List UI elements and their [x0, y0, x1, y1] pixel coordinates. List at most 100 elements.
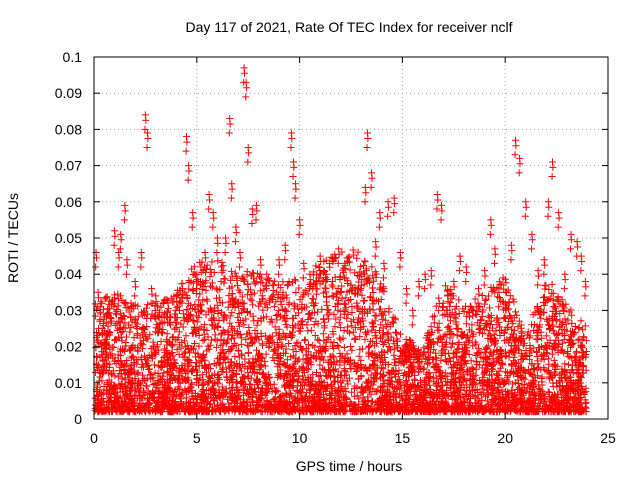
- data-point: [482, 344, 490, 352]
- data-point: [173, 346, 181, 354]
- data-point: [226, 319, 234, 327]
- data-point: [208, 258, 216, 266]
- data-point: [337, 353, 345, 361]
- data-point: [455, 296, 463, 304]
- data-point: [278, 392, 286, 400]
- data-point: [342, 368, 350, 376]
- data-point: [529, 311, 537, 319]
- data-point: [435, 319, 443, 327]
- data-point: [478, 312, 486, 320]
- data-point: [371, 311, 379, 319]
- data-point: [385, 305, 393, 313]
- data-point: [295, 372, 303, 380]
- data-point: [319, 330, 327, 338]
- data-point: [102, 294, 110, 302]
- data-point: [244, 349, 252, 357]
- data-point: [228, 267, 236, 275]
- data-point: [270, 346, 278, 354]
- data-point: [424, 369, 432, 377]
- data-point: [360, 322, 368, 330]
- data-point: [264, 304, 272, 312]
- data-point: [182, 332, 190, 340]
- data-point: [257, 274, 265, 282]
- data-point: [541, 285, 549, 293]
- data-point: [301, 336, 309, 344]
- data-point: [427, 323, 435, 331]
- data-point: [332, 315, 340, 323]
- data-point: [504, 318, 512, 326]
- data-point: [447, 364, 455, 372]
- data-point: [245, 324, 253, 332]
- data-point: [157, 303, 165, 311]
- data-point: [114, 373, 122, 381]
- data-point: [199, 337, 207, 345]
- data-point: [146, 331, 154, 339]
- data-point: [328, 281, 336, 289]
- data-point: [348, 322, 356, 330]
- data-point: [175, 351, 183, 359]
- data-point: [257, 361, 265, 369]
- data-point: [242, 336, 250, 344]
- data-point: [343, 314, 351, 322]
- data-point: [351, 334, 359, 342]
- data-point: [365, 343, 373, 351]
- data-point: [186, 398, 194, 406]
- data-point: [429, 313, 437, 321]
- data-point: [462, 320, 470, 328]
- data-point: [272, 311, 280, 319]
- data-point: [172, 318, 180, 326]
- data-point: [333, 341, 341, 349]
- data-point: [108, 371, 116, 379]
- data-point: [305, 340, 313, 348]
- data-point: [348, 303, 356, 311]
- data-point: [348, 346, 356, 354]
- data-point: [423, 359, 431, 367]
- data-point: [262, 313, 270, 321]
- data-point: [270, 396, 278, 404]
- data-point: [431, 312, 439, 320]
- data-point: [104, 305, 112, 313]
- data-point: [283, 356, 291, 364]
- data-point: [453, 324, 461, 332]
- data-point: [396, 330, 404, 338]
- data-point: [392, 329, 400, 337]
- data-point: [323, 293, 331, 301]
- data-point: [261, 362, 269, 370]
- data-point: [353, 254, 361, 262]
- data-point: [275, 307, 283, 315]
- data-point: [335, 343, 343, 351]
- data-point: [122, 338, 130, 346]
- data-point: [483, 397, 491, 405]
- data-point: [143, 315, 151, 323]
- data-point: [484, 312, 492, 320]
- data-point: [558, 296, 566, 304]
- data-point: [366, 337, 374, 345]
- data-point: [567, 306, 575, 314]
- data-point: [471, 295, 479, 303]
- data-point: [348, 388, 356, 396]
- data-point: [562, 320, 570, 328]
- data-point: [330, 310, 338, 318]
- data-point: [435, 294, 443, 302]
- data-point: [241, 355, 249, 363]
- data-point: [262, 350, 270, 358]
- data-point: [540, 301, 548, 309]
- data-point: [391, 328, 399, 336]
- data-point: [515, 317, 523, 325]
- data-point: [358, 291, 366, 299]
- data-point: [524, 328, 532, 336]
- data-point: [548, 280, 556, 288]
- data-point: [146, 365, 154, 373]
- data-point: [361, 335, 369, 343]
- data-point: [98, 300, 106, 308]
- data-point: [207, 336, 215, 344]
- data-point: [389, 319, 397, 327]
- data-point: [331, 323, 339, 331]
- data-point: [145, 366, 153, 374]
- data-point: [335, 334, 343, 342]
- data-point: [582, 347, 590, 355]
- data-point: [538, 373, 546, 381]
- data-point: [338, 382, 346, 390]
- data-point: [206, 273, 214, 281]
- data-points: [91, 64, 590, 416]
